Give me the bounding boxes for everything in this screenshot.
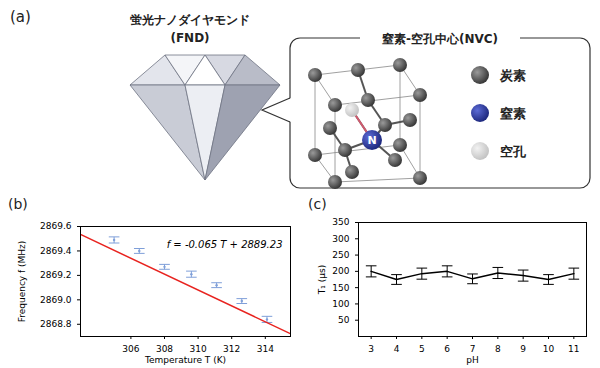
svg-text:f = -0.065 T + 2889.23: f = -0.065 T + 2889.23 — [167, 239, 283, 250]
svg-text:9: 9 — [520, 344, 526, 354]
svg-text:300: 300 — [332, 234, 349, 244]
svg-text:310: 310 — [190, 344, 207, 354]
svg-text:6: 6 — [444, 344, 450, 354]
svg-text:T₁ (μs): T₁ (μs) — [317, 265, 327, 295]
svg-text:N: N — [367, 134, 376, 147]
svg-text:100: 100 — [332, 299, 349, 309]
svg-text:10: 10 — [543, 344, 555, 354]
svg-text:2869.6: 2869.6 — [40, 221, 72, 231]
svg-text:5: 5 — [419, 344, 425, 354]
svg-text:pH: pH — [466, 355, 478, 365]
svg-text:200: 200 — [332, 266, 349, 276]
html-text:(c): (c) — [308, 196, 327, 212]
svg-text:11: 11 — [568, 344, 579, 354]
svg-text:250: 250 — [332, 250, 349, 260]
svg-text:空孔: 空孔 — [500, 144, 527, 159]
svg-text:8: 8 — [495, 344, 501, 354]
svg-text:窒素: 窒素 — [500, 106, 526, 121]
svg-text:2869.2: 2869.2 — [40, 270, 72, 280]
svg-text:7: 7 — [470, 344, 476, 354]
svg-text:306: 306 — [122, 344, 139, 354]
svg-text:314: 314 — [257, 344, 274, 354]
svg-text:炭素: 炭素 — [499, 68, 526, 83]
svg-text:窒素-空孔中心(NVC): 窒素-空孔中心(NVC) — [382, 32, 498, 46]
html-text:(b): (b) — [8, 196, 28, 212]
svg-text:Frequency f (MHz): Frequency f (MHz) — [17, 241, 27, 323]
svg-text:3: 3 — [368, 344, 374, 354]
svg-text:312: 312 — [223, 344, 240, 354]
svg-text:308: 308 — [156, 344, 173, 354]
svg-text:(a): (a) — [10, 8, 31, 26]
svg-text:(FND): (FND) — [170, 31, 209, 45]
svg-text:350: 350 — [332, 217, 349, 227]
svg-text:150: 150 — [332, 283, 349, 293]
svg-text:50: 50 — [338, 315, 350, 325]
svg-text:2868.8: 2868.8 — [40, 319, 72, 329]
svg-text:Temperature T (K): Temperature T (K) — [144, 355, 226, 365]
svg-text:4: 4 — [394, 344, 400, 354]
svg-text:蛍光ナノダイヤモンド: 蛍光ナノダイヤモンド — [130, 13, 250, 27]
svg-text:2869.0: 2869.0 — [40, 295, 72, 305]
svg-text:2869.4: 2869.4 — [40, 246, 72, 256]
